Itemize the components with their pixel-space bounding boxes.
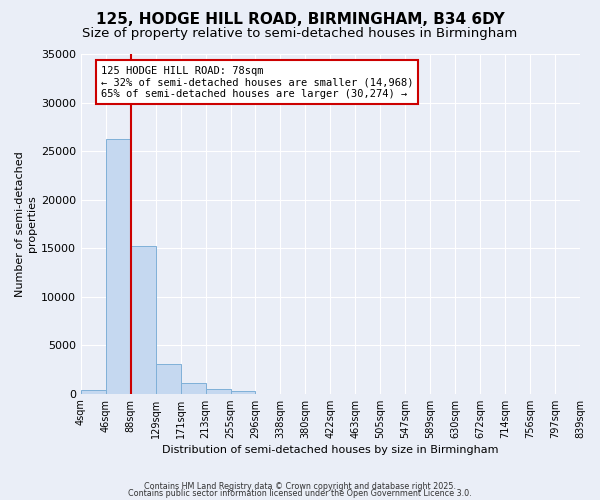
Bar: [230, 391, 256, 394]
Bar: [106, 140, 131, 394]
X-axis label: Distribution of semi-detached houses by size in Birmingham: Distribution of semi-detached houses by …: [162, 445, 499, 455]
Text: Size of property relative to semi-detached houses in Birmingham: Size of property relative to semi-detach…: [82, 28, 518, 40]
Text: 125, HODGE HILL ROAD, BIRMINGHAM, B34 6DY: 125, HODGE HILL ROAD, BIRMINGHAM, B34 6D…: [95, 12, 505, 28]
Text: 125 HODGE HILL ROAD: 78sqm
← 32% of semi-detached houses are smaller (14,968)
65: 125 HODGE HILL ROAD: 78sqm ← 32% of semi…: [101, 66, 413, 99]
Bar: [81, 390, 106, 394]
Bar: [131, 246, 155, 394]
Text: Contains HM Land Registry data © Crown copyright and database right 2025.: Contains HM Land Registry data © Crown c…: [144, 482, 456, 491]
Bar: [181, 383, 206, 394]
Bar: [155, 364, 181, 394]
Bar: [206, 390, 230, 394]
Y-axis label: Number of semi-detached
properties: Number of semi-detached properties: [15, 151, 37, 296]
Text: Contains public sector information licensed under the Open Government Licence 3.: Contains public sector information licen…: [128, 490, 472, 498]
